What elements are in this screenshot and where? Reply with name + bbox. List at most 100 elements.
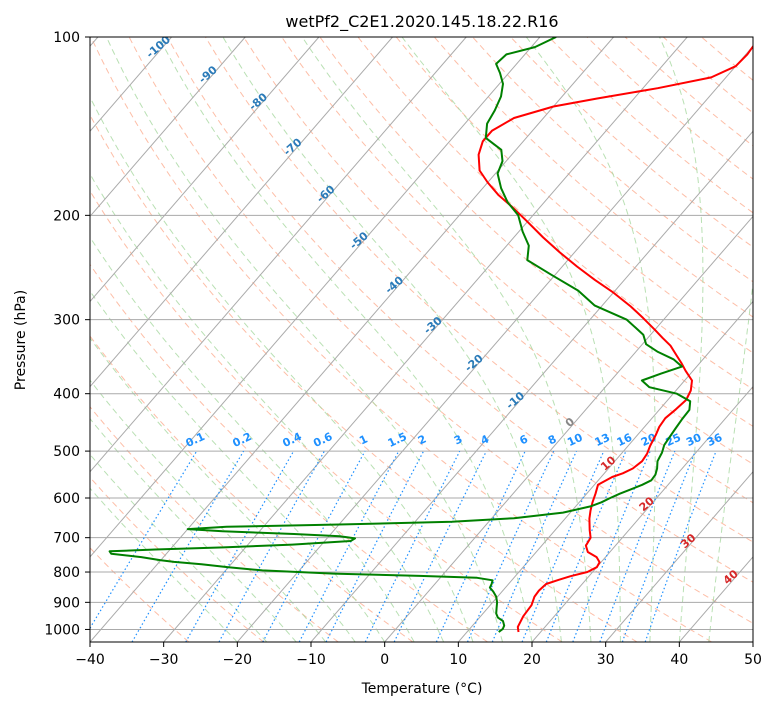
dry-adiabat: [472, 37, 753, 283]
mixing-ratio-line: [185, 450, 295, 642]
moist-adiabat: [301, 37, 592, 642]
dry-adiabat: [90, 263, 488, 642]
isotherm-label: -20: [462, 352, 486, 375]
moist-adiabat: [90, 290, 386, 642]
plot-area: 0.1 0.2 0.4 0.6 1 1.5 2 3 4 6 8 10 13 16 20 25 30 36 -100…: [90, 37, 753, 642]
dry-adiabat: [90, 113, 638, 642]
moist-adiabat: [90, 453, 268, 642]
isotherm-label: -90: [196, 63, 220, 86]
mixing-ratio-label: 0.4: [281, 430, 304, 450]
mixing-ratio-label: 1.5: [386, 430, 409, 450]
x-tick-label: −20: [223, 652, 253, 668]
mixing-ratio-line: [393, 450, 487, 642]
y-tick-label: 300: [53, 313, 80, 329]
isotherm-label: 10: [598, 453, 618, 473]
isotherm-line: [752, 641, 753, 642]
mixing-ratio-label: 10: [565, 431, 585, 449]
isotherm-line: [678, 556, 753, 642]
x-tick-label: 40: [670, 652, 688, 668]
moist-adiabat: [659, 37, 704, 642]
isotherm-label: -10: [504, 389, 528, 412]
x-tick-label: 0: [380, 652, 389, 668]
y-tick-label: 500: [53, 444, 80, 460]
mixing-ratio-label: 2: [416, 432, 428, 447]
isotherm-label: -40: [383, 274, 407, 297]
x-axis-label: Temperature (°C): [361, 681, 483, 697]
dry-adiabat: [90, 190, 563, 642]
mixing-ratio-label: 4: [479, 432, 492, 447]
dry-adiabat: [166, 37, 753, 583]
isotherm-line: [236, 45, 753, 642]
y-tick-label: 900: [53, 595, 80, 611]
mixing-ratio-label: 20: [639, 431, 659, 449]
moist-adiabat: [525, 37, 656, 642]
moist-adiabat: [106, 37, 503, 642]
moist-adiabat: [90, 379, 327, 642]
dry-adiabat: [90, 547, 190, 642]
isotherm-grid: [90, 37, 753, 642]
dry-adiabat: [90, 335, 414, 642]
isotherm-line: [457, 300, 753, 642]
moist-adiabat: [90, 417, 297, 642]
x-tick-label: 20: [523, 652, 541, 668]
moist-adiabat: [708, 278, 753, 642]
isotherm-line: [163, 37, 688, 642]
dry-adiabat: [128, 37, 753, 624]
y-axis-label: Pressure (hPa): [13, 290, 29, 390]
x-tick-label: −40: [75, 652, 105, 668]
mixing-ratio-line: [599, 450, 676, 642]
y-tick-label: 200: [53, 208, 80, 224]
isotherm-line: [531, 385, 753, 642]
plot-frame: [89, 36, 754, 643]
mixing-ratio-lines: [90, 450, 717, 642]
y-tick-label: 400: [53, 387, 80, 403]
dry-adiabat: [510, 37, 753, 248]
isotherm-line: [90, 37, 614, 642]
mixing-ratio-label: 3: [452, 432, 464, 447]
isotherm-label: -80: [246, 90, 270, 113]
isotherm-line: [90, 37, 246, 218]
isotherm-line: [384, 215, 753, 642]
mixing-ratio-label: 8: [546, 432, 558, 447]
dry-adiabat: [243, 37, 753, 504]
mixing-ratio-line: [572, 450, 651, 642]
y-tick-label: 1000: [44, 622, 80, 638]
dry-adiabat: [586, 37, 753, 180]
mixing-ratio-label: 16: [615, 431, 635, 449]
profile-series: [108, 37, 753, 633]
isotherm-line: [310, 130, 753, 642]
dry-adiabat: [90, 406, 339, 642]
mixing-ratio-line: [90, 450, 198, 630]
mixing-ratio-label: 13: [593, 431, 612, 449]
y-tick-label: 700: [53, 531, 80, 547]
dry-adiabat: [395, 37, 753, 354]
isotherm-line: [90, 37, 467, 473]
isotherm-label: -70: [281, 136, 305, 159]
mixing-ratio-label: 0.6: [311, 430, 334, 450]
dry-adiabat: [204, 37, 753, 543]
mixing-ratio-label: 36: [705, 431, 725, 449]
isotherm-line: [90, 37, 320, 303]
mixing-ratio-label: 0.2: [231, 430, 254, 450]
isotherm-label: -60: [314, 182, 338, 205]
dry-adiabat: [701, 37, 753, 81]
isotherm-line: [605, 470, 753, 642]
chart-title: wetPf2_C2E1.2020.145.18.22.R16: [285, 12, 558, 32]
moist-adiabats: [90, 37, 753, 642]
mixing-ratio-line: [364, 450, 461, 642]
dry-adiabats: [90, 37, 753, 642]
mixing-ratio-line: [521, 450, 605, 642]
moist-adiabat: [90, 173, 445, 642]
moist-adiabat: [90, 337, 356, 642]
x-tick-label: 30: [597, 652, 615, 668]
mixing-ratio-line: [325, 450, 425, 642]
isotherm-line: [90, 37, 393, 388]
x-axis-ticks: −40 −30 −20 −10 0 10 20 30 40 50: [75, 642, 762, 668]
isobar-grid: [90, 37, 753, 630]
mixing-ratio-label: 30: [684, 431, 704, 449]
mixing-ratio-label: 25: [664, 431, 683, 449]
x-tick-label: 10: [449, 652, 467, 668]
mixing-ratio-line: [491, 450, 578, 642]
dry-adiabat: [433, 37, 753, 318]
